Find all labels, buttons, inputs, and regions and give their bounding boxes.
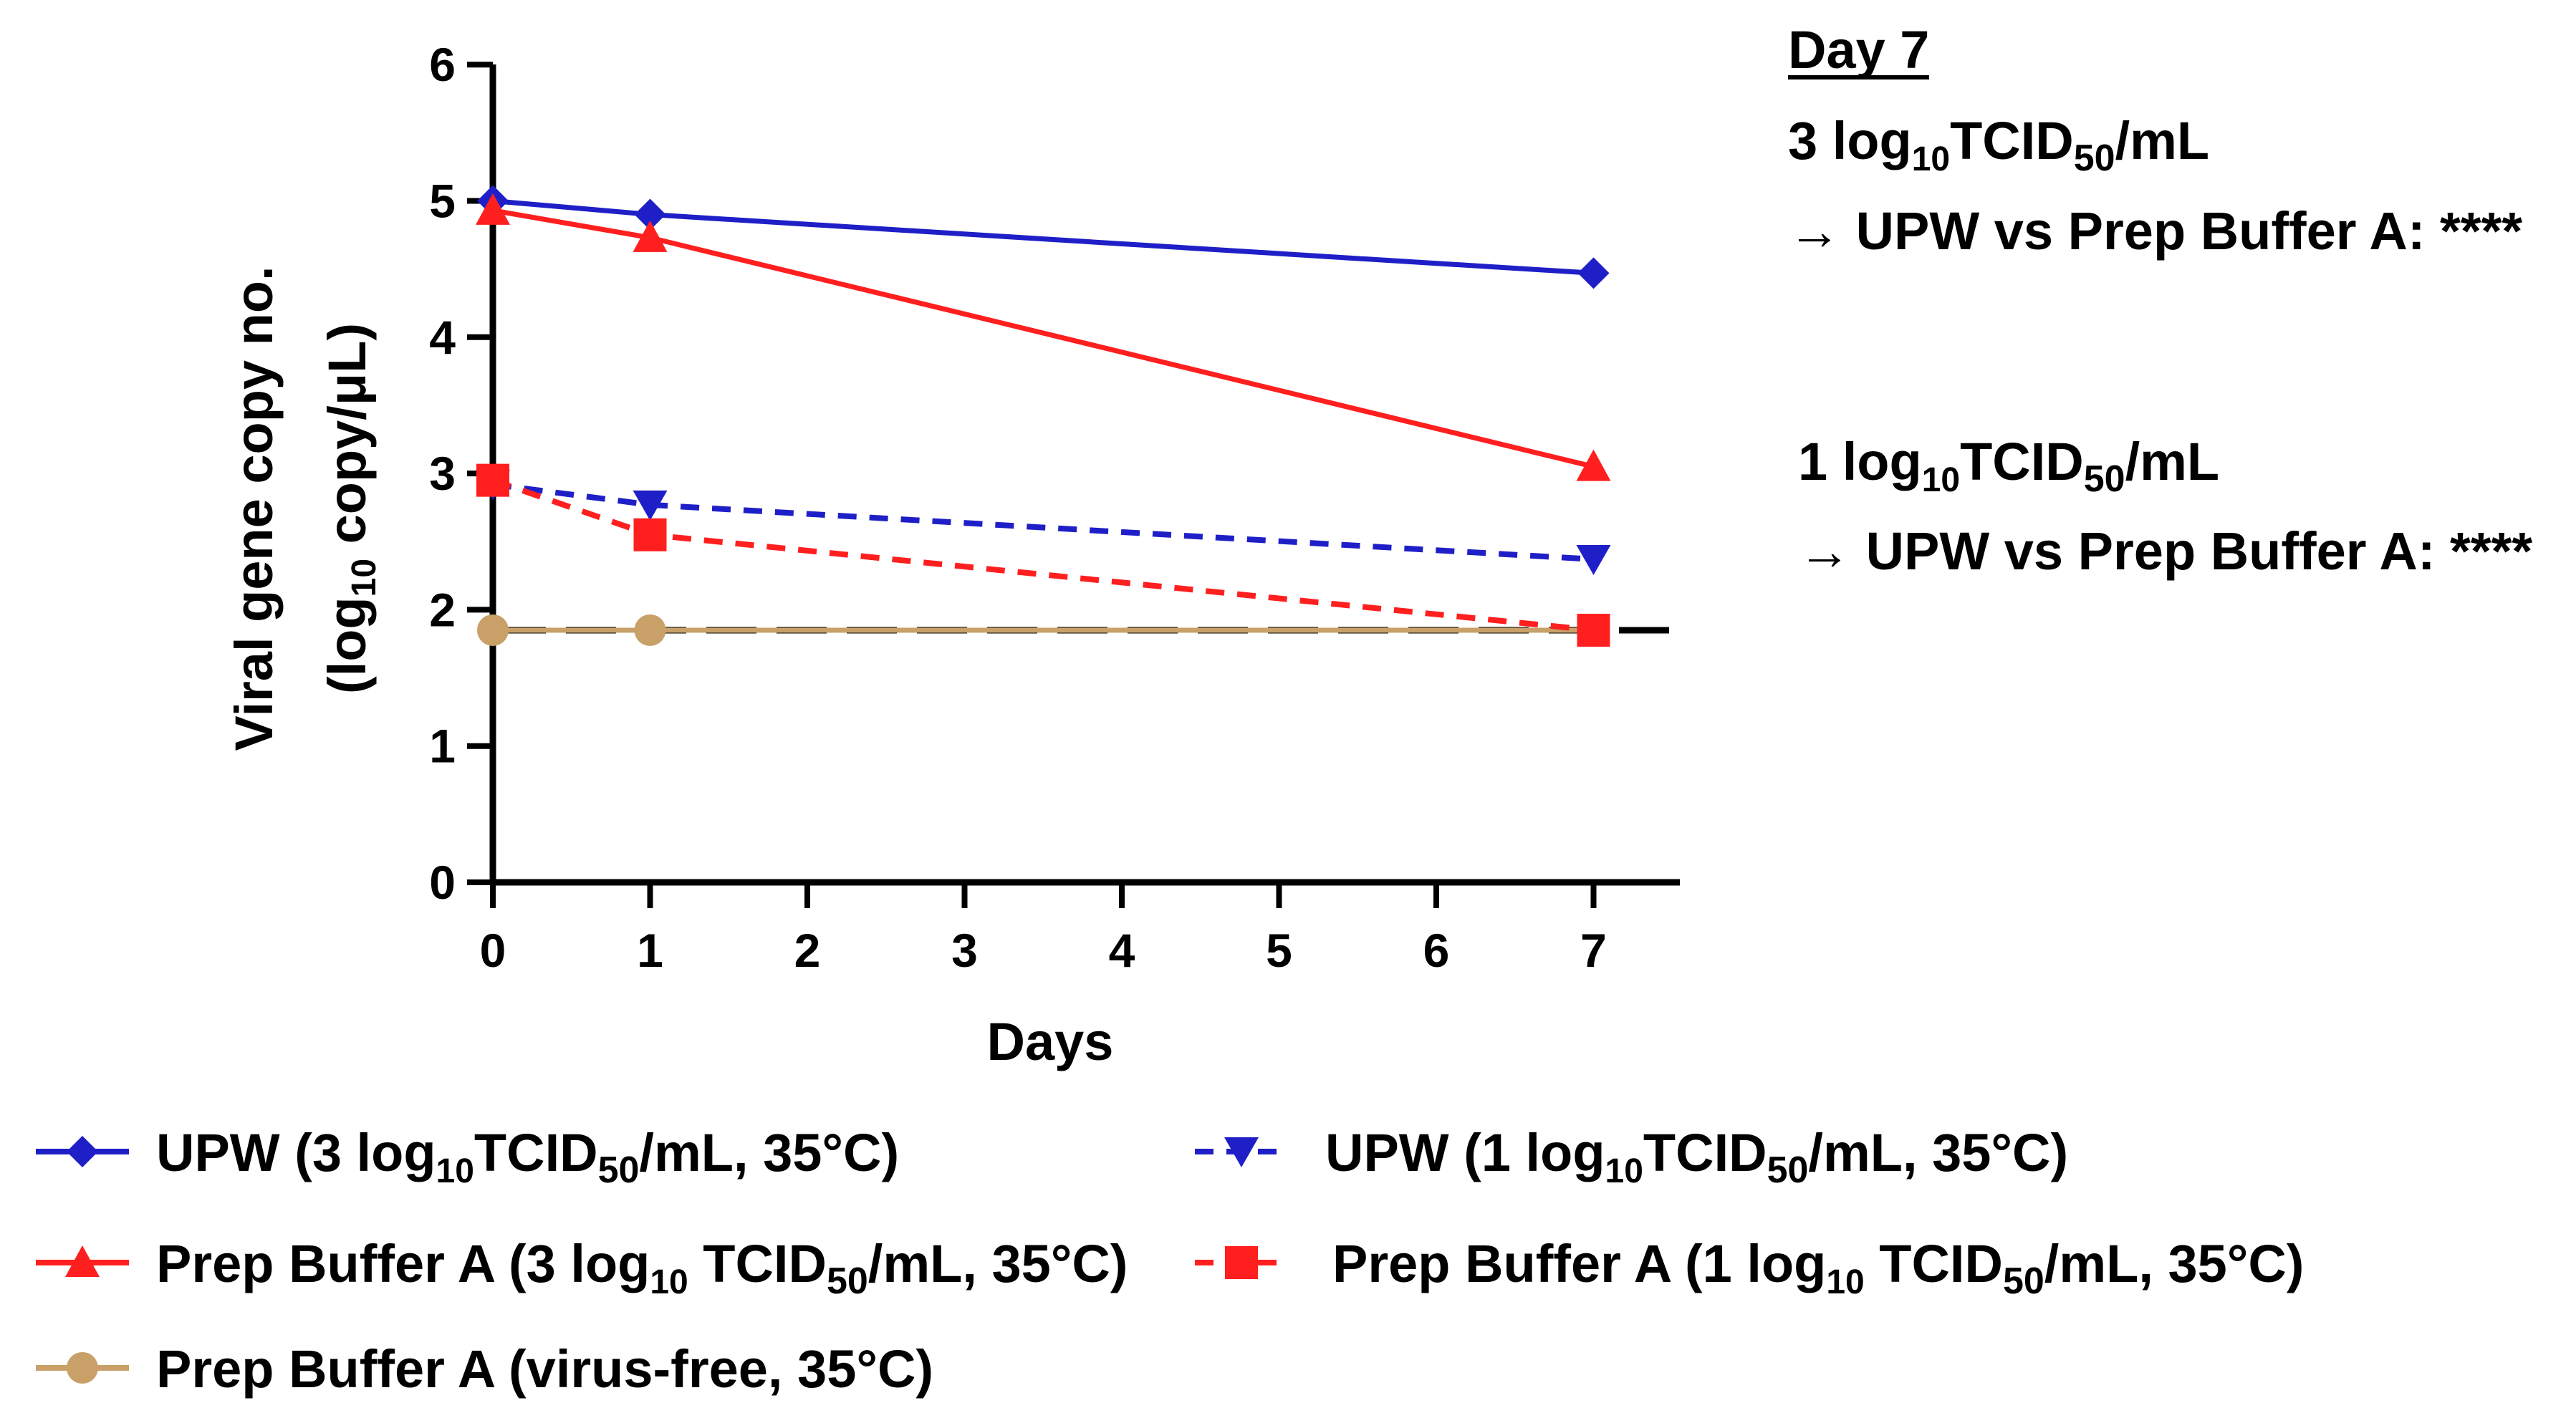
significance-annotations: Day 7 3 log10TCID50/mL → UPW vs Prep Buf…: [1788, 20, 2532, 581]
legend-item-4: Prep Buffer A (virus-free, 35°C): [36, 1339, 933, 1399]
legend-label: Prep Buffer A (1 log10 TCID50/mL, 35°C): [1332, 1234, 2304, 1302]
legend-label: Prep Buffer A (3 log10 TCID50/mL, 35°C): [156, 1234, 1128, 1302]
y-axis-title-line2: (log10 copy/μL): [317, 323, 383, 694]
annotation-group2-label: 1 log10TCID50/mL: [1798, 432, 2219, 500]
y-tick-label: 4: [429, 311, 456, 364]
data-point-series-3: [476, 463, 509, 497]
axis-ticks: 0 1 2 3 4 5 6 0 1 2 3 4 5 6 7: [429, 38, 1607, 977]
annotation-heading: Day 7: [1788, 20, 1929, 79]
data-point-series-3: [1577, 613, 1610, 647]
x-tick-label: 7: [1580, 924, 1607, 977]
y-tick-label: 3: [429, 447, 456, 500]
data-point-series-3: [633, 518, 667, 551]
legend: UPW (3 log10TCID50/mL, 35°C) UPW (1 log10…: [36, 1123, 2304, 1399]
legend-label: UPW (3 log10TCID50/mL, 35°C): [156, 1123, 899, 1191]
legend-item-2: Prep Buffer A (3 log10 TCID50/mL, 35°C): [36, 1234, 1128, 1302]
legend-item-0: UPW (3 log10TCID50/mL, 35°C): [36, 1123, 899, 1191]
y-tick-label: 5: [429, 175, 456, 228]
annotation-group1-result: → UPW vs Prep Buffer A: ****: [1788, 201, 2522, 261]
y-axis-title-line1: Viral gene copy no.: [224, 266, 284, 751]
data-point-series-4: [634, 614, 666, 646]
data-point-series-0: [1577, 257, 1610, 289]
x-tick-label: 5: [1266, 924, 1292, 977]
x-tick-label: 0: [480, 924, 506, 977]
x-tick-label: 3: [951, 924, 978, 977]
data-point-series-2: [1576, 544, 1611, 575]
legend-item-1: UPW (1 log10TCID50/mL, 35°C): [1195, 1123, 2068, 1191]
data-point-series-4: [477, 614, 509, 646]
legend-label: UPW (1 log10TCID50/mL, 35°C): [1325, 1123, 2068, 1191]
annotation-group1-label: 3 log10TCID50/mL: [1788, 111, 2209, 179]
x-tick-label: 2: [794, 924, 821, 977]
y-axis-title: Viral gene copy no. (log10 copy/μL): [224, 266, 383, 751]
series-markers: [476, 185, 1611, 647]
y-tick-label: 6: [429, 38, 456, 91]
x-tick-label: 1: [637, 924, 663, 977]
y-tick-label: 2: [429, 583, 456, 636]
y-tick-label: 0: [429, 856, 456, 909]
legend-swatch-marker: [67, 1352, 98, 1384]
x-tick-label: 6: [1423, 924, 1450, 977]
x-tick-label: 4: [1109, 924, 1135, 977]
legend-swatch-marker: [67, 1136, 98, 1167]
legend-swatch-marker: [1225, 1246, 1258, 1279]
y-tick-label: 1: [429, 720, 456, 773]
legend-item-3: Prep Buffer A (1 log10 TCID50/mL, 35°C): [1195, 1234, 2304, 1302]
series-lines: [491, 198, 1595, 633]
legend-label: Prep Buffer A (virus-free, 35°C): [156, 1339, 933, 1399]
annotation-group2-result: → UPW vs Prep Buffer A: ****: [1798, 521, 2532, 581]
plot-area: 0 1 2 3 4 5 6 0 1 2 3 4 5 6 7: [429, 38, 1680, 977]
x-axis-title: Days: [987, 1012, 1114, 1071]
